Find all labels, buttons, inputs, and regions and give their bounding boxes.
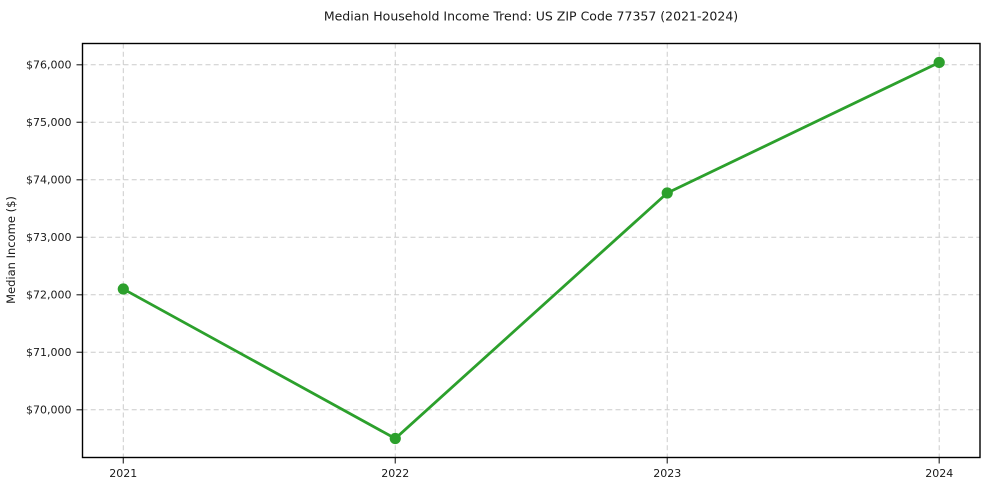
- data-point-2021: [117, 283, 129, 295]
- x-tick-label-3: 2024: [925, 467, 953, 480]
- plot-background: [82, 43, 980, 458]
- x-tick-label-1: 2022: [381, 467, 409, 480]
- data-point-2024: [933, 56, 945, 69]
- x-tick-label-0: 2021: [109, 467, 137, 480]
- chart-title: Median Household Income Trend: US ZIP Co…: [324, 9, 738, 24]
- y-tick-label-6: $76,000: [26, 59, 72, 72]
- y-tick-label-3: $73,000: [26, 231, 72, 244]
- data-point-2023: [661, 187, 673, 199]
- trend-line: [121, 61, 941, 440]
- data-point-2022: [389, 432, 401, 445]
- y-tick-label-2: $72,000: [26, 289, 72, 302]
- y-tick-label-5: $75,000: [26, 116, 72, 129]
- y-tick-label-1: $71,000: [26, 346, 72, 359]
- plot-border: [81, 42, 981, 459]
- y-tick-label-0: $70,000: [26, 404, 72, 417]
- x-tick-label-2: 2023: [653, 467, 681, 480]
- plot-area: $70,000 $71,000 $72,000 $73,000 $74,000 $75,0…: [26, 42, 981, 480]
- y-tick-label-4: $74,000: [26, 174, 72, 187]
- y-axis-label: Median Income ($): [4, 196, 18, 304]
